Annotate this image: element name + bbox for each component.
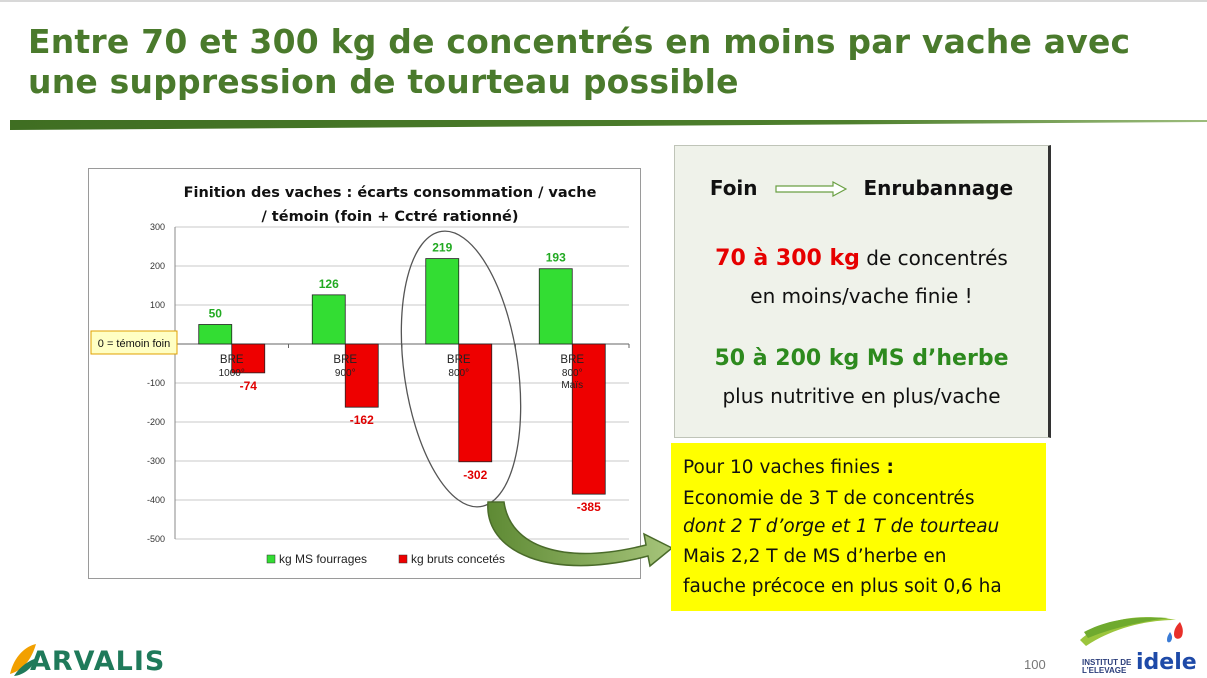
idele-line1: INSTITUT DE [1082, 658, 1132, 667]
concentrate-range: 70 à 300 kg [715, 246, 860, 271]
category-sublabel: 800° [562, 368, 583, 379]
grass-line: Mais 2,2 T de MS d’herbe en [683, 546, 947, 567]
idele-line2: L’ELEVAGE [1082, 666, 1127, 675]
arvalis-leaf-icon [10, 644, 37, 676]
bar-fourrages [311, 294, 346, 345]
y-tick-label: 100 [150, 300, 165, 310]
category-label: BRE [447, 354, 471, 366]
legend-label-fourrages: kg MS fourrages [279, 552, 367, 566]
data-label: -302 [463, 468, 487, 482]
data-label: 50 [209, 307, 223, 321]
legend-swatch-green [266, 554, 276, 564]
data-label: 219 [432, 241, 452, 255]
bar-concentres [231, 343, 266, 374]
data-label: -162 [350, 413, 374, 427]
page-number: 100 [1024, 657, 1046, 672]
y-tick-label: -200 [147, 417, 165, 427]
baseline-annotation: 0 = témoin foin [90, 330, 178, 355]
bar-concentres [571, 343, 606, 495]
summary-box: Foin Enrubannage 70 à 300 kg de concentr… [674, 145, 1051, 438]
category-sublabel: 900° [335, 368, 356, 379]
y-tick-label: -500 [147, 534, 165, 544]
early-cut-line: fauche précoce en plus soit 0,6 ha [683, 576, 1002, 597]
y-tick-label: -100 [147, 378, 165, 388]
foin-label: Foin [709, 176, 758, 200]
top-rule [0, 0, 1207, 2]
data-label: -74 [240, 379, 258, 393]
idele-logo: INSTITUT DE L’ELEVAGE idele [1076, 612, 1197, 676]
bar-fourrages [425, 258, 460, 345]
category-label: BRE [220, 354, 244, 366]
bar-fourrages [538, 268, 573, 345]
per-cow-line: en moins/vache finie ! [750, 284, 973, 308]
grass-range-line: 50 à 200 kg MS d’herbe [675, 346, 1048, 371]
arvalis-wordmark: ARVALIS [30, 646, 166, 677]
category-sublabel: 1000° [219, 368, 245, 379]
data-label: 193 [546, 251, 566, 265]
data-label: 126 [319, 277, 339, 291]
y-tick-label: 300 [150, 222, 165, 232]
curved-arrow [487, 501, 674, 568]
savings-line: Economie de 3 T de concentrés [683, 488, 975, 509]
bar-fourrages [198, 324, 233, 345]
annotation-text: 0 = témoin foin [98, 338, 170, 350]
bar-concentres [344, 343, 379, 408]
ten-cows-heading-row: Pour 10 vaches finies : [683, 457, 894, 478]
y-tick-label: -400 [147, 495, 165, 505]
bar-chart: Finition des vaches : écarts consommatio… [90, 185, 630, 566]
data-label: -385 [577, 500, 601, 514]
breakdown-line: dont 2 T d’orge et 1 T de tourteau [683, 516, 1000, 537]
idele-swoosh-icon [1080, 617, 1183, 646]
category-label: BRE [560, 354, 584, 366]
concentrate-text: de concentrés [859, 246, 1008, 270]
idele-wordmark: idele [1136, 650, 1197, 675]
legend-label-concentres: kg bruts concetés [411, 552, 505, 566]
category-label: BRE [333, 354, 357, 366]
ten-cows-heading: Pour 10 vaches finies [683, 457, 881, 478]
bar-concentres [458, 343, 493, 463]
legend-swatch-red [398, 554, 408, 564]
chart-title-line2: / témoin (foin + Cctré rationné) [261, 209, 518, 225]
nutritive-line: plus nutritive en plus/vache [722, 384, 1001, 408]
category-sublabel-2: Maïs [561, 380, 583, 391]
y-tick-label: 200 [150, 261, 165, 271]
category-sublabel: 800° [448, 368, 469, 379]
chart-legend: kg MS fourrages kg bruts concetés [266, 552, 505, 566]
title-underline-bar [10, 120, 1207, 130]
grass-range: 50 à 200 kg MS d’herbe [714, 346, 1009, 371]
ten-cows-heading-colon: : [880, 457, 894, 478]
idele-institute-text: INSTITUT DE L’ELEVAGE [1082, 659, 1131, 675]
right-arrow-icon [774, 178, 847, 202]
enrubannage-label: Enrubannage [863, 176, 1014, 200]
chart-title-line1: Finition des vaches : écarts consommatio… [184, 185, 597, 201]
y-tick-label: -300 [147, 456, 165, 466]
chart-container: Finition des vaches : écarts consommatio… [88, 168, 641, 579]
concentrate-savings-line: 70 à 300 kg de concentrés [675, 246, 1048, 271]
highlight-ellipse [400, 230, 522, 508]
ten-cows-box: Pour 10 vaches finies : Economie de 3 T … [671, 443, 1046, 611]
slide-title: Entre 70 et 300 kg de concentrés en moin… [28, 22, 1131, 101]
transition-row: Foin Enrubannage [675, 176, 1048, 202]
